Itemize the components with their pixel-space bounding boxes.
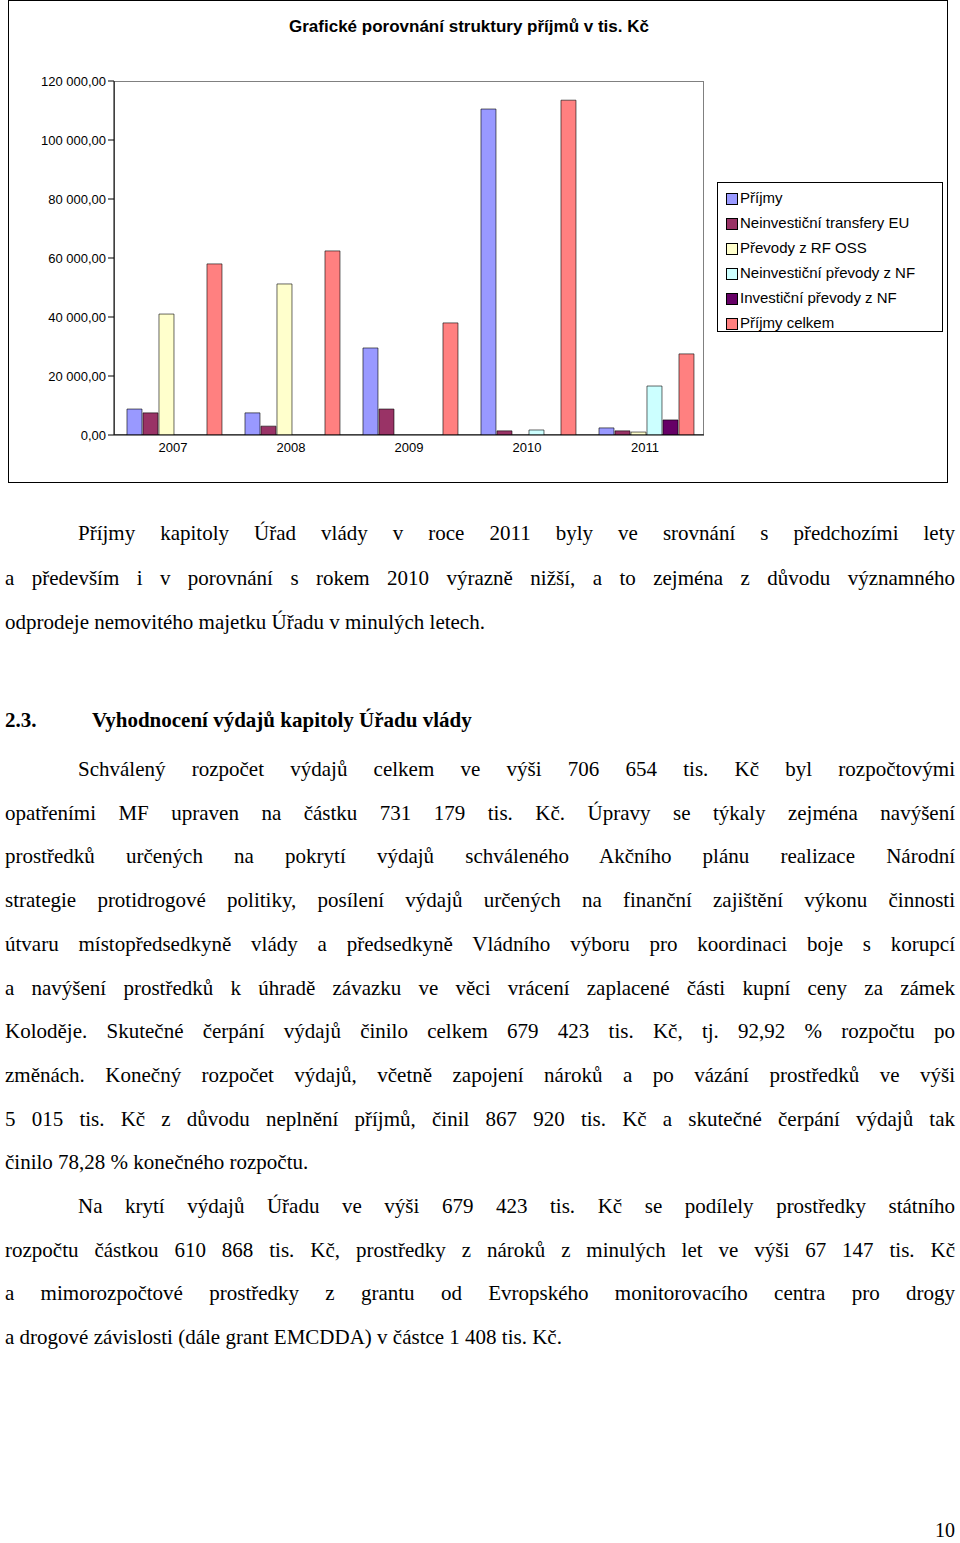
html-text:a především i v porovnání s ro: a především i v porovnání s rokem 2010 v… (5, 565, 955, 590)
html-text:strategie protidrogové politik: strategie protidrogové politiky, posílen… (5, 888, 955, 913)
svg-text:120 000,00: 120 000,00 (41, 74, 106, 89)
html-text:10: 10 (935, 1519, 955, 1541)
html-text:odprodeje nemovitého majetku Ú: odprodeje nemovitého majetku Úřadu v min… (5, 610, 485, 634)
html-text:5 015 tis. Kč z důvodu neplněn: 5 015 tis. Kč z důvodu neplnění příjmů, … (5, 1106, 955, 1131)
svg-text:2011: 2011 (631, 440, 659, 455)
svg-text:20 000,00: 20 000,00 (48, 369, 106, 384)
html-text:2.3.: 2.3. (5, 708, 37, 732)
html-text:Koloděje. Skutečné čerpání výd: Koloděje. Skutečné čerpání výdajů činilo… (5, 1019, 955, 1044)
svg-text:100 000,00: 100 000,00 (41, 133, 106, 148)
html-text:rozpočtu částkou 610 868 tis.: rozpočtu částkou 610 868 tis. Kč, prostř… (5, 1237, 955, 1262)
svg-text:2010: 2010 (513, 440, 542, 455)
html-text:Neinvestiční transfery EU: Neinvestiční transfery EU (740, 214, 910, 231)
html-text:Vyhodnocení výdajů kapitoly Úř: Vyhodnocení výdajů kapitoly Úřadu vlády (92, 708, 472, 732)
html-text:změnách. Konečný rozpočet výda: změnách. Konečný rozpočet výdajů, včetně… (5, 1062, 955, 1087)
html-text:Neinvestiční převody z NF: Neinvestiční převody z NF (740, 264, 916, 281)
html-text:Příjmy celkem: Příjmy celkem (740, 314, 835, 331)
html-text:útvaru místopředsedkyně vlády: útvaru místopředsedkyně vlády a předsedk… (5, 931, 955, 956)
html-text:Schválený rozpočet výdajů celk: Schválený rozpočet výdajů celkem ve výši… (78, 757, 955, 781)
html-text:Příjmy: Příjmy (740, 189, 783, 206)
svg-text:80 000,00: 80 000,00 (48, 192, 106, 207)
svg-text:40 000,00: 40 000,00 (48, 310, 106, 325)
html-text:a mimorozpočtové prostředky z: a mimorozpočtové prostředky z grantu od … (5, 1281, 955, 1306)
html-text:Převody z RF OSS: Převody z RF OSS (740, 239, 867, 256)
svg-text:2008: 2008 (277, 440, 306, 455)
svg-text:2007: 2007 (159, 440, 188, 455)
html-text:Investiční převody z NF: Investiční převody z NF (740, 289, 897, 306)
svg-text:60 000,00: 60 000,00 (48, 251, 106, 266)
html-text:opatřeními MF upraven na částk: opatřeními MF upraven na částku 731 179 … (5, 800, 955, 825)
html-text:Grafické porovnání struktury p: Grafické porovnání struktury příjmů v ti… (289, 17, 649, 36)
html-text:prostředků určených na pokrytí: prostředků určených na pokrytí výdajů sc… (5, 844, 955, 869)
html-text:Příjmy kapitoly Úřad vlády v r: Příjmy kapitoly Úřad vlády v roce 2011 b… (78, 521, 955, 545)
svg-text:0,00: 0,00 (81, 428, 106, 443)
html-text:Na krytí výdajů Úřadu ve výši: Na krytí výdajů Úřadu ve výši 679 423 ti… (78, 1194, 955, 1218)
html-text:a drogové závislosti (dále gra: a drogové závislosti (dále grant EMCDDA)… (5, 1325, 562, 1350)
html-text:činilo 78,28 % konečného rozpo: činilo 78,28 % konečného rozpočtu. (5, 1150, 309, 1175)
html-text:a navýšení prostředků k úhradě: a navýšení prostředků k úhradě závazku v… (5, 975, 955, 1000)
svg-text:2009: 2009 (395, 440, 424, 455)
